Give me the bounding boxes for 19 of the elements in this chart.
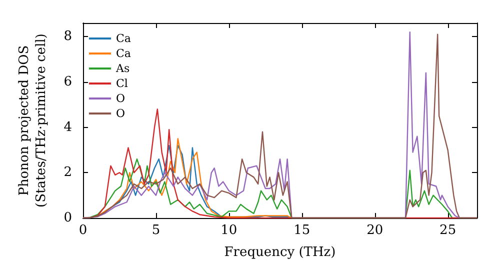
x-tick-label: 25 (440, 223, 456, 238)
legend-label: Cl (116, 77, 128, 90)
x-axis-title: Frequency (THz) (224, 245, 336, 260)
x-tick-label: 0 (78, 223, 88, 238)
x-tick-label: 10 (220, 223, 238, 238)
legend-label: As (115, 62, 130, 75)
x-tick-label: 5 (152, 223, 160, 238)
x-tick-label: 20 (366, 223, 384, 238)
y-tick-label: 8 (64, 29, 72, 44)
y-tick-label: 2 (64, 165, 72, 180)
x-tick-label: 15 (294, 223, 310, 238)
y-tick-label: 6 (64, 74, 72, 90)
y-axis-title: Phonon projected DOS (States/THz·primitive cell) (17, 33, 49, 208)
legend-label: Ca (116, 47, 132, 60)
legend-label: Ca (116, 32, 132, 45)
legend-label: O (116, 92, 126, 105)
y-tick-label: 4 (64, 120, 72, 135)
legend-label: O (116, 107, 126, 120)
y-tick-label: 0 (64, 210, 72, 226)
